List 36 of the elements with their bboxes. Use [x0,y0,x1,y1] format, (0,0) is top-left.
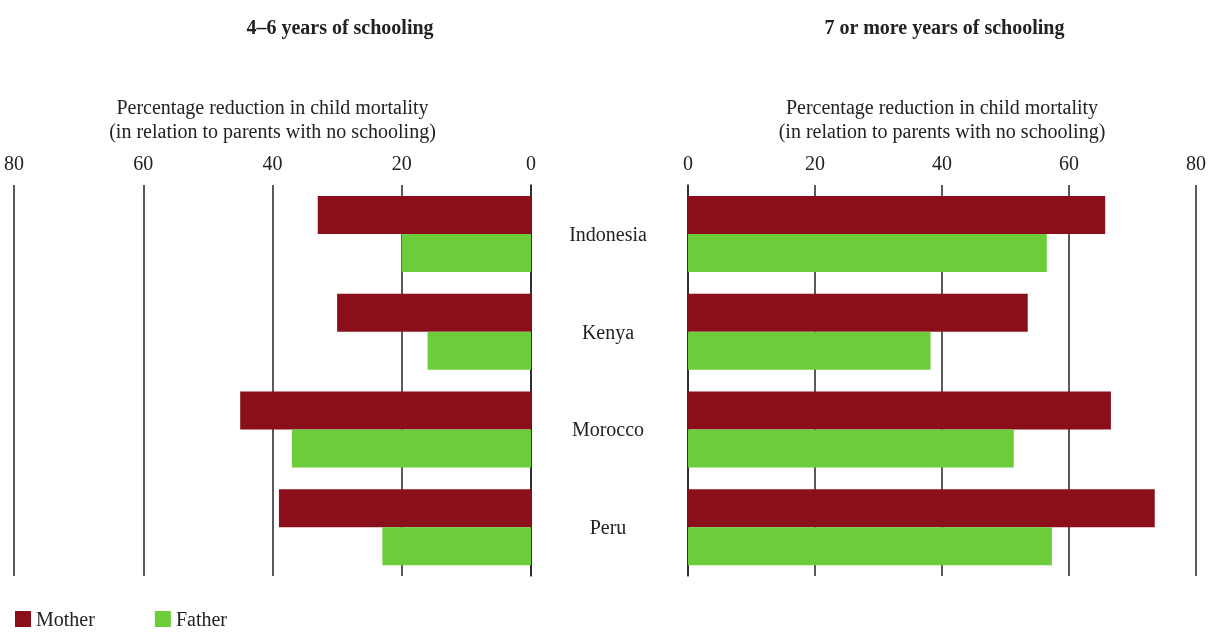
bar [688,233,1047,272]
x-tick-label: 40 [932,152,952,174]
legend-label: Mother [36,608,96,630]
x-axis-title: Percentage reduction in child mortality (in relation to parents with no schooling) [778,96,1106,143]
bar [688,527,1052,566]
chart-title: 4–6 years of schooling [246,16,434,39]
bar [240,391,531,430]
x-tick-label: 60 [1059,152,1079,174]
bar [688,429,1014,468]
y-tick-label: Peru [589,516,627,539]
x-tick-label: 80 [4,152,24,174]
y-tick-label: Kenya [581,320,635,344]
bar [401,233,531,272]
bar [337,293,531,332]
x-tick-label: 40 [262,152,283,174]
x-axis-title: Percentage reduction in child mortality (in relation to parents with no schooling) [109,96,436,143]
y-tick-label: Morocco [571,418,645,441]
bar [382,527,531,566]
chart-title: 7 or more years of schooling [824,16,1065,39]
legend-label: Father [175,608,228,630]
bar [688,489,1155,528]
x-tick-label: 20 [805,152,825,174]
x-tick-label: 60 [133,152,154,174]
x-tick-label: 20 [391,152,412,174]
x-tick-label: 0 [526,152,536,174]
bar [688,293,1028,332]
y-tick-label: Indonesia [569,222,647,245]
bar [278,489,531,528]
bar [427,331,531,370]
bar [291,429,531,468]
bar [688,331,931,370]
x-tick-label: 80 [1186,152,1206,174]
bar [317,195,531,234]
bar [688,195,1106,234]
bar [688,391,1111,430]
x-tick-label: 0 [683,152,693,174]
